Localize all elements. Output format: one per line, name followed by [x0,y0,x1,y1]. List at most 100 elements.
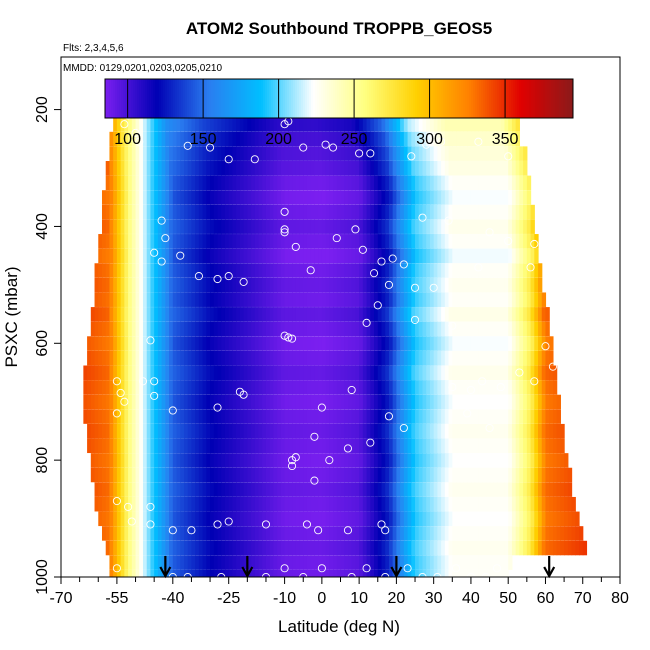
heatmap-cell [157,438,163,454]
heatmap-cell [265,438,271,454]
heatmap-cell [388,219,394,234]
heatmap-cell [101,321,107,337]
heatmap-cell [493,336,498,351]
heatmap-cell [508,234,513,249]
heatmap-cell [400,190,405,205]
heatmap-cell [362,453,368,468]
heatmap-cell [116,248,122,264]
heatmap-cell [195,453,200,468]
heatmap-cell [448,146,453,161]
heatmap-cell [549,350,554,366]
heatmap-cell [232,540,237,556]
heatmap-cell [187,555,193,570]
heatmap-cell [388,467,394,483]
heatmap-cell [564,540,569,556]
heatmap-cell [426,219,431,234]
heatmap-cell [213,117,219,132]
heatmap-cell [161,511,166,527]
heatmap-cell [355,496,360,512]
heatmap-cell [221,219,226,234]
heatmap-cell [441,409,446,424]
heatmap-cell [329,570,334,577]
colorbar-segment [487,79,490,118]
colorbar-segment [241,79,244,118]
heatmap-cell [385,204,390,220]
heatmap-cell [415,292,420,307]
heatmap-cell [239,438,245,454]
heatmap-cell [262,321,267,337]
heatmap-cell [183,277,189,293]
heatmap-cell [329,175,334,191]
heatmap-cell [437,161,442,176]
heatmap-cell [109,467,114,483]
heatmap-cell [459,131,465,147]
heatmap-cell [183,350,189,366]
heatmap-cell [198,190,204,205]
heatmap-cell [243,321,248,337]
heatmap-cell [221,248,226,264]
heatmap-cell [131,277,137,293]
sample-point [183,572,192,577]
heatmap-cell [400,131,405,147]
heatmap-cell [321,350,327,366]
heatmap-cell [150,204,155,220]
heatmap-cell [418,248,424,264]
heatmap-cell [180,453,185,468]
heatmap-cell [318,409,323,424]
heatmap-cell [321,190,327,205]
heatmap-cell [191,423,196,439]
heatmap-cell [120,219,125,234]
heatmap-cell [388,482,394,497]
heatmap-cell [523,394,528,410]
heatmap-cell [94,423,99,439]
colorbar-segment [235,79,238,118]
heatmap-cell [191,540,196,556]
heatmap-cell [403,292,409,307]
colorbar-segment [123,79,126,118]
heatmap-cell [333,540,338,556]
heatmap-cell [210,336,215,351]
colorbar-segment [163,79,166,118]
y-tick-label: 400 [34,213,51,240]
heatmap-cell [176,438,181,454]
heatmap-cell [146,350,152,366]
heatmap-cell [374,336,379,351]
colorbar-segment [371,79,374,118]
heatmap-cell [429,190,435,205]
heatmap-cell [444,365,450,381]
heatmap-cell [355,175,360,191]
x-tick-label: 10 [350,590,368,607]
x-tick-label: -40 [161,590,184,607]
heatmap-cell [407,438,412,454]
heatmap-cell [206,175,211,191]
heatmap-cell [109,161,114,176]
heatmap-cell [500,307,506,322]
heatmap-cell [459,409,465,424]
heatmap-cell [239,321,245,337]
colorbar-segment [473,79,476,118]
heatmap-cell [150,307,155,322]
heatmap-cell [370,277,375,293]
heatmap-cell [105,234,111,249]
heatmap-cell [273,511,278,527]
heatmap-cell [135,570,140,577]
heatmap-cell [161,277,166,293]
heatmap-cell [87,409,92,424]
heatmap-cell [239,365,245,381]
heatmap-cell [374,423,379,439]
heatmap-cell [232,394,237,410]
heatmap-cell [306,321,312,337]
heatmap-cell [511,336,517,351]
heatmap-cell [131,204,137,220]
heatmap-cell [575,540,580,556]
heatmap-cell [139,219,144,234]
heatmap-cell [452,161,457,176]
heatmap-cell [154,307,159,322]
x-tick-label: 40 [462,590,480,607]
heatmap-cell [258,555,263,570]
heatmap-cell [411,570,416,577]
heatmap-cell [295,219,301,234]
heatmap-cell [254,467,260,483]
heatmap-cell [109,263,114,278]
